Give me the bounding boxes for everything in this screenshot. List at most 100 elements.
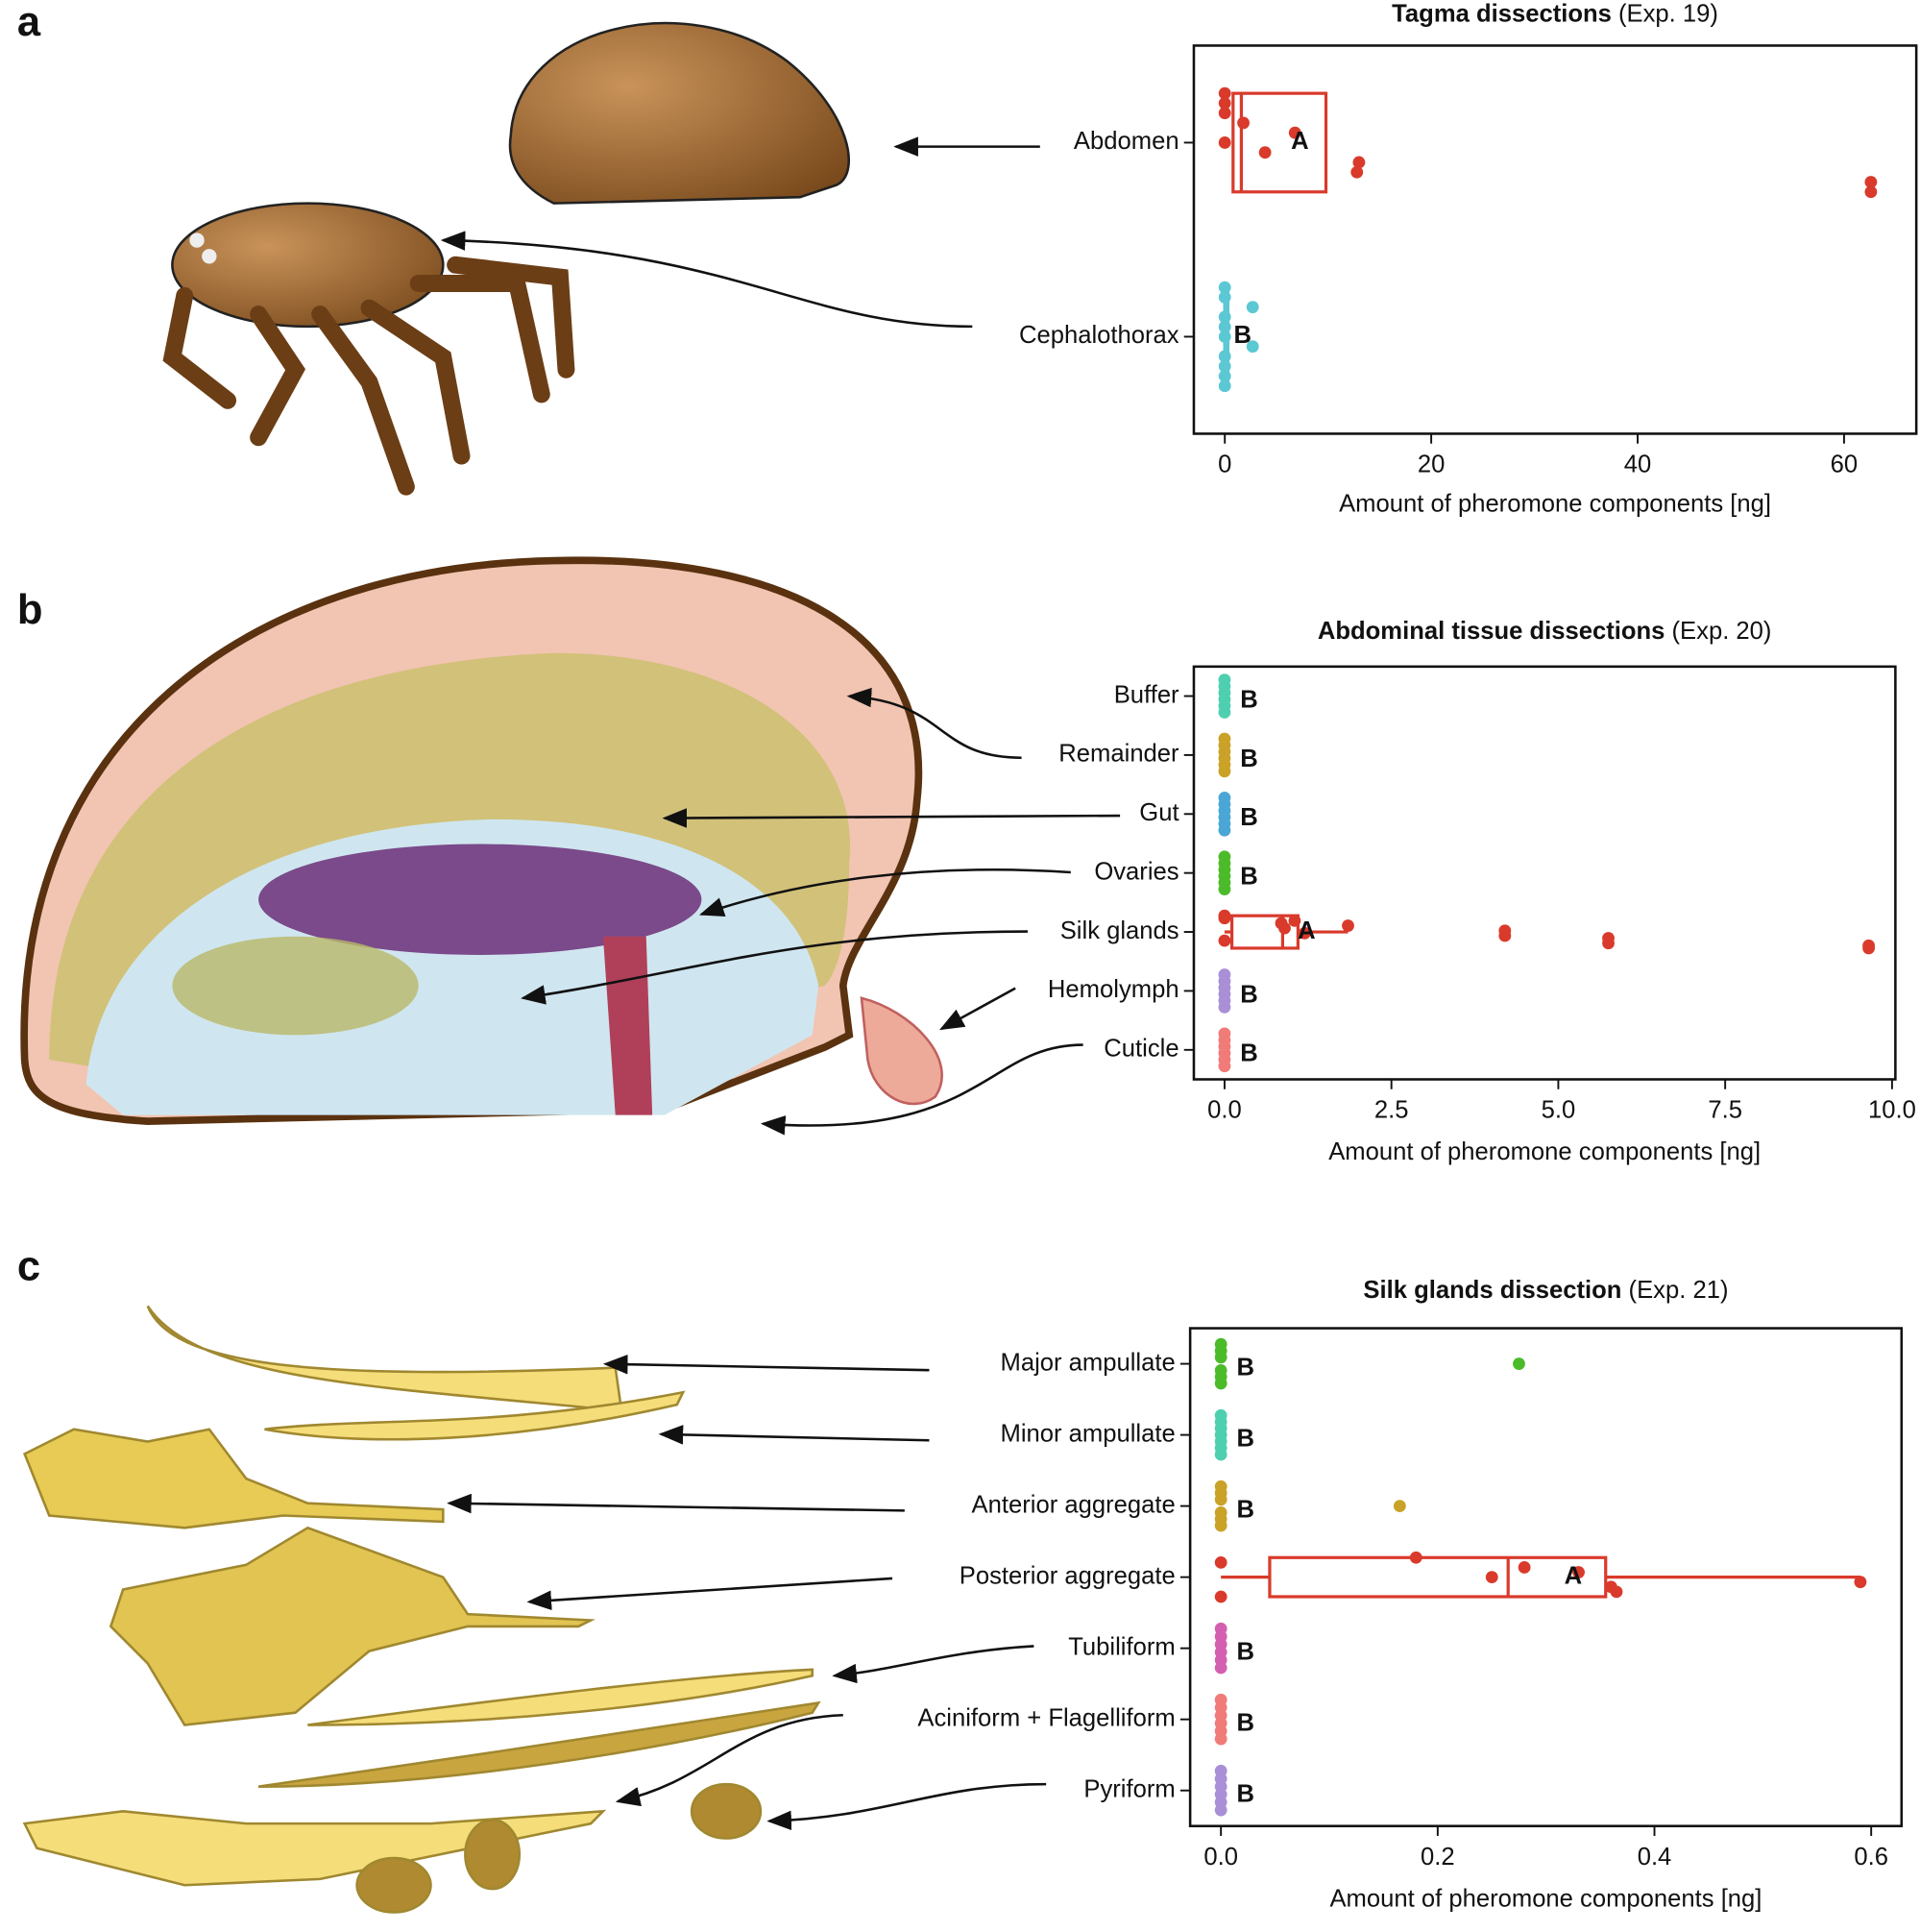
data-point <box>1218 912 1231 925</box>
x-tick-label: 0 <box>1218 452 1231 478</box>
data-point <box>1214 1493 1227 1506</box>
arrow <box>846 687 1022 760</box>
data-point <box>1214 1519 1227 1532</box>
data-point <box>1409 1551 1422 1564</box>
data-point <box>1218 1060 1231 1073</box>
panel-label: b <box>17 587 43 633</box>
data-point <box>1218 136 1231 149</box>
chart-title: Tagma dissections (Exp. 19) <box>1392 0 1718 27</box>
arrow <box>662 808 1121 828</box>
data-point <box>1258 146 1272 159</box>
group-letter: B <box>1240 1040 1258 1067</box>
x-axis-label: Amount of pheromone components [ng] <box>1328 1138 1761 1165</box>
data-point <box>1218 1000 1231 1014</box>
data-point <box>1278 921 1291 935</box>
data-point <box>1218 823 1231 837</box>
arrow <box>832 1645 1034 1684</box>
group-letter: B <box>1237 1710 1255 1737</box>
panel-label: a <box>17 0 41 45</box>
category-label: Major ampullate <box>1001 1349 1176 1376</box>
x-tick-label: 20 <box>1418 452 1446 478</box>
data-point <box>1513 1357 1525 1370</box>
category-label: Abdomen <box>1074 128 1179 155</box>
group-letter: A <box>1291 128 1309 155</box>
data-point <box>1218 310 1231 324</box>
plot-frame <box>1192 665 1897 1081</box>
data-point <box>1214 1803 1227 1817</box>
data-point <box>1218 379 1231 393</box>
group-letter: B <box>1240 864 1258 891</box>
data-point <box>1237 116 1250 130</box>
category-label: Anterior aggregate <box>972 1491 1176 1518</box>
group-letter: B <box>1237 1639 1255 1666</box>
category-label: Remainder <box>1058 741 1179 768</box>
box <box>1231 91 1328 194</box>
x-tick-label: 0.0 <box>1207 1097 1242 1124</box>
group-letter: B <box>1237 1354 1255 1381</box>
category-label: Tubiliform <box>1068 1633 1175 1660</box>
data-point <box>1214 1377 1227 1390</box>
data-point <box>1854 1576 1867 1589</box>
category-label: Pyriform <box>1083 1775 1175 1802</box>
category-label: Cephalothorax <box>1019 322 1179 349</box>
data-point <box>1218 350 1231 363</box>
title-note: (Exp. 20) <box>1672 618 1772 645</box>
data-point <box>1218 706 1231 719</box>
data-point <box>1342 919 1354 932</box>
group-letter: B <box>1237 1497 1255 1524</box>
category-label: Posterior aggregate <box>960 1562 1176 1589</box>
x-tick-label: 0.6 <box>1854 1844 1888 1871</box>
data-point <box>1214 1448 1227 1461</box>
data-point <box>1298 926 1311 940</box>
data-point <box>1393 1500 1406 1513</box>
title-main: Silk glands dissection <box>1363 1277 1621 1304</box>
category-label: Silk glands <box>1060 917 1179 944</box>
data-point <box>1218 883 1231 895</box>
data-point <box>1350 165 1364 179</box>
data-point <box>1864 176 1878 188</box>
data-point <box>1218 320 1231 333</box>
title-main: Abdominal tissue dissections <box>1318 618 1665 645</box>
data-point <box>1864 185 1878 199</box>
x-tick-label: 40 <box>1624 452 1652 478</box>
category-label: Aciniform + Flagelliform <box>917 1704 1175 1731</box>
category-label: Buffer <box>1114 681 1179 708</box>
category-label: Gut <box>1139 799 1179 826</box>
data-point <box>1518 1561 1531 1574</box>
arrow <box>658 1425 930 1445</box>
group-letter: B <box>1240 804 1258 831</box>
group-letter: B <box>1237 1425 1255 1452</box>
data-point <box>1862 942 1875 955</box>
chart-title: Abdominal tissue dissections (Exp. 20) <box>1318 618 1772 645</box>
illustration-b <box>20 556 943 1125</box>
group-letter: A <box>1298 917 1316 944</box>
x-axis-label: Amount of pheromone components [ng] <box>1329 1885 1762 1912</box>
x-tick-label: 0.2 <box>1421 1844 1455 1871</box>
box <box>1268 1555 1608 1599</box>
category-label: Cuticle <box>1104 1036 1179 1063</box>
data-point <box>1218 86 1231 100</box>
data-point <box>1218 281 1231 294</box>
x-tick-label: 60 <box>1831 452 1859 478</box>
group-letter: B <box>1234 322 1252 349</box>
data-point <box>1572 1566 1585 1578</box>
x-axis-label: Amount of pheromone components [ng] <box>1339 491 1771 518</box>
category-label: Hemolymph <box>1048 976 1179 1003</box>
title-note: (Exp. 19) <box>1618 0 1718 27</box>
group-letter: B <box>1240 746 1258 772</box>
data-point <box>1214 1555 1227 1569</box>
arrow <box>615 1713 843 1807</box>
arrow <box>766 1782 1047 1831</box>
data-point <box>1246 301 1259 314</box>
data-point <box>1288 126 1301 139</box>
data-point <box>1218 290 1231 304</box>
data-point <box>1485 1571 1498 1584</box>
panel-label: c <box>17 1244 40 1290</box>
box <box>1229 914 1300 950</box>
data-point <box>1218 359 1231 373</box>
data-point <box>1214 1351 1227 1364</box>
title-main: Tagma dissections <box>1392 0 1612 27</box>
x-tick-label: 7.5 <box>1708 1097 1742 1124</box>
arrow <box>602 1354 930 1375</box>
